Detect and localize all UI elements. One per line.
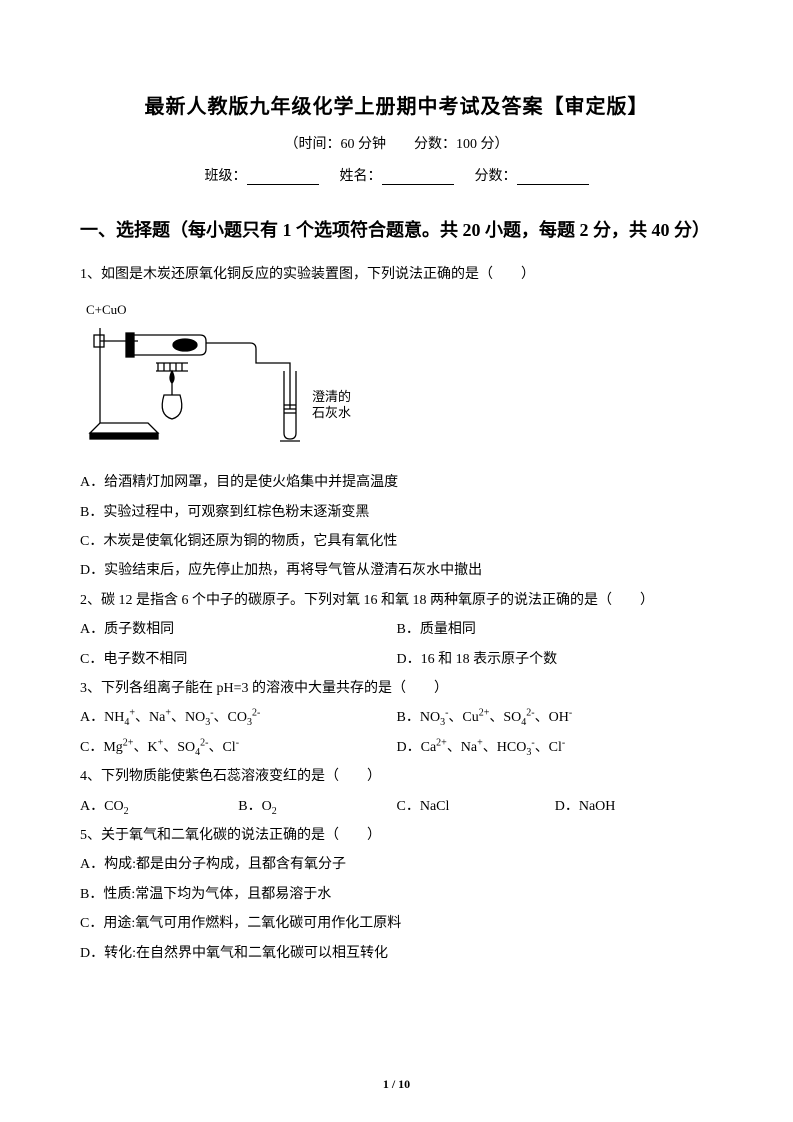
q4-opt-a: A．CO2 — [80, 792, 238, 821]
q1-opt-a: A．给酒精灯加网罩，目的是使火焰集中并提高温度 — [80, 468, 713, 497]
section-1-heading: 一、选择题（每小题只有 1 个选项符合题意。共 20 小题，每题 2 分，共 4… — [80, 209, 713, 252]
q1-opt-d: D．实验结束后，应先停止加热，再将导气管从澄清石灰水中撤出 — [80, 556, 713, 585]
q2-opt-d: D．16 和 18 表示原子个数 — [397, 645, 714, 674]
class-blank — [247, 171, 319, 185]
q3-opt-d: D．Ca2+、Na+、HCO3-、Cl- — [397, 733, 714, 762]
q5-stem: 5、关于氧气和二氧化碳的说法正确的是（ ） — [80, 821, 713, 850]
page-subtitle: （时间：60 分钟 分数：100 分） — [80, 133, 713, 153]
question-1: 1、如图是木炭还原氧化铜反应的实验装置图，下列说法正确的是（ ） C+CuO — [80, 260, 713, 586]
name-label: 姓名： — [340, 169, 382, 184]
question-3: 3、下列各组离子能在 pH=3 的溶液中大量共存的是（ ） A．NH4+、Na+… — [80, 674, 713, 762]
score-label: 分数： — [475, 169, 517, 184]
q4-opt-d: D．NaOH — [555, 792, 713, 821]
page-title: 最新人教版九年级化学上册期中考试及答案【审定版】 — [80, 90, 713, 119]
q4-stem: 4、下列物质能使紫色石蕊溶液变红的是（ ） — [80, 762, 713, 791]
q3-stem: 3、下列各组离子能在 pH=3 的溶液中大量共存的是（ ） — [80, 674, 713, 703]
diagram-right-label-2: 石灰水 — [312, 405, 351, 420]
question-2: 2、碳 12 是指含 6 个中子的碳原子。下列对氧 16 和氧 18 两种氧原子… — [80, 586, 713, 674]
q1-opt-c: C．木炭是使氧化铜还原为铜的物质，它具有氧化性 — [80, 527, 713, 556]
page-footer: 1 / 10 — [0, 1077, 793, 1092]
exam-page: 最新人教版九年级化学上册期中考试及答案【审定版】 （时间：60 分钟 分数：10… — [0, 0, 793, 1122]
q2-opt-a: A．质子数相同 — [80, 615, 397, 644]
q4-opt-c: C．NaCl — [397, 792, 555, 821]
score-blank — [517, 171, 589, 185]
q5-opt-b: B．性质:常温下均为气体，且都易溶于水 — [80, 880, 713, 909]
q5-opt-c: C．用途:氧气可用作燃料，二氧化碳可用作化工原料 — [80, 909, 713, 938]
q2-opt-b: B．质量相同 — [397, 615, 714, 644]
q1-stem: 1、如图是木炭还原氧化铜反应的实验装置图，下列说法正确的是（ ） — [80, 260, 713, 289]
question-4: 4、下列物质能使紫色石蕊溶液变红的是（ ） A．CO2 B．O2 C．NaCl … — [80, 762, 713, 821]
class-label: 班级： — [205, 169, 247, 184]
q3-opt-c: C．Mg2+、K+、SO42-、Cl- — [80, 733, 397, 762]
q1-diagram: C+CuO — [80, 296, 713, 465]
name-blank — [382, 171, 454, 185]
q5-opt-d: D．转化:在自然界中氧气和二氧化碳可以相互转化 — [80, 939, 713, 968]
q1-opt-b: B．实验过程中，可观察到红棕色粉末逐渐变黑 — [80, 498, 713, 527]
apparatus-diagram-icon: 澄清的 石灰水 — [80, 323, 380, 453]
q2-opt-c: C．电子数不相同 — [80, 645, 397, 674]
q5-opt-a: A．构成:都是由分子构成，且都含有氧分子 — [80, 850, 713, 879]
q2-stem: 2、碳 12 是指含 6 个中子的碳原子。下列对氧 16 和氧 18 两种氧原子… — [80, 586, 713, 615]
diagram-left-label: C+CuO — [86, 296, 713, 323]
q3-opt-b: B．NO3-、Cu2+、SO42-、OH- — [397, 703, 714, 732]
diagram-right-label-1: 澄清的 — [312, 389, 351, 404]
question-5: 5、关于氧气和二氧化碳的说法正确的是（ ） A．构成:都是由分子构成，且都含有氧… — [80, 821, 713, 968]
q4-opt-b: B．O2 — [238, 792, 396, 821]
q3-opt-a: A．NH4+、Na+、NO3-、CO32- — [80, 703, 397, 732]
info-line: 班级： 姓名： 分数： — [80, 165, 713, 185]
